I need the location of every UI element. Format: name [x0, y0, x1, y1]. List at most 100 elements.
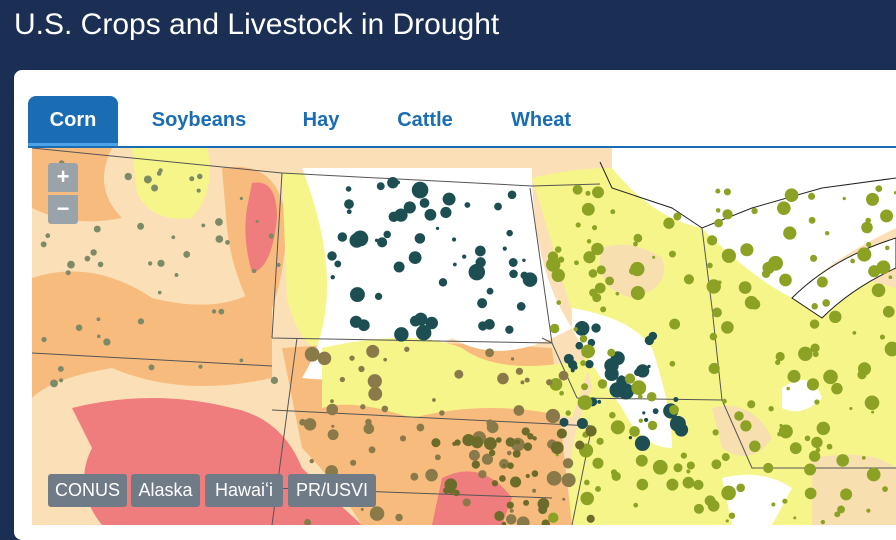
map-dot: [712, 429, 719, 436]
map-dot: [864, 395, 880, 411]
map-dot: [337, 232, 348, 242]
map-dot: [524, 377, 530, 383]
map-dot: [596, 437, 604, 445]
map-dot: [157, 259, 165, 267]
map-dot: [736, 483, 745, 493]
map-dot: [669, 415, 686, 432]
map-dot: [505, 437, 516, 447]
map-dot: [749, 440, 761, 453]
map-dot: [588, 269, 598, 278]
map-dot: [680, 452, 688, 459]
tab[interactable]: Corn: [28, 96, 118, 146]
map-dot: [502, 246, 507, 251]
map-dot: [349, 287, 365, 303]
map-dot: [575, 222, 581, 228]
zoom-out[interactable]: −: [48, 195, 78, 224]
map-dot: [559, 390, 564, 396]
map-dot: [611, 471, 621, 482]
map-dot: [630, 285, 645, 301]
zoom-in[interactable]: +: [48, 163, 78, 192]
map-dot: [633, 241, 638, 247]
map-dot: [591, 225, 598, 231]
map-dot: [585, 425, 597, 437]
map-dot: [96, 317, 101, 322]
map-dot: [327, 429, 339, 441]
map-dot: [879, 334, 885, 340]
map-dot: [711, 307, 722, 318]
region-button[interactable]: Alaska: [131, 474, 200, 507]
map-dot: [424, 208, 437, 221]
map-dot: [339, 376, 345, 383]
map-dot: [562, 497, 566, 501]
map-dot: [551, 268, 565, 283]
map-dot: [40, 241, 47, 248]
map-dot: [331, 424, 335, 428]
tab-rule: [28, 146, 896, 148]
map-dot: [561, 473, 576, 488]
map-dot: [358, 319, 370, 332]
map-dot: [751, 207, 758, 215]
map-dot: [360, 404, 366, 410]
map-dot: [747, 400, 756, 409]
map-dot: [842, 196, 846, 201]
map-dot: [218, 308, 225, 315]
region-button[interactable]: PR/USVI: [288, 474, 376, 507]
map-dot: [363, 423, 375, 435]
map-dot: [576, 418, 588, 430]
map-dot: [137, 222, 145, 230]
map-dot: [478, 470, 487, 479]
map-dot: [374, 292, 383, 301]
tab[interactable]: Cattle: [397, 109, 453, 131]
map-dot: [723, 188, 731, 196]
map-dot: [880, 209, 893, 223]
region-button[interactable]: Hawaiʻi: [205, 474, 283, 507]
map-dot: [836, 454, 850, 467]
map-dot: [483, 437, 497, 451]
map-dot: [462, 498, 471, 507]
map-dot: [494, 202, 502, 211]
map-dot: [728, 512, 736, 519]
map-dot: [628, 267, 637, 275]
map-dot: [211, 309, 217, 314]
map-dot: [722, 209, 733, 220]
map-dot: [93, 225, 101, 233]
tab[interactable]: Hay: [302, 109, 340, 131]
map-dot: [532, 488, 537, 493]
map-dot: [565, 410, 571, 416]
map-dot: [628, 436, 633, 440]
map-dot: [41, 336, 47, 343]
map-dot: [506, 501, 514, 509]
tab[interactable]: Wheat: [511, 109, 571, 131]
map-dot: [201, 223, 206, 228]
map-dot: [90, 249, 97, 256]
map-dot: [527, 280, 533, 286]
drought-map: [32, 148, 896, 525]
map-dot: [811, 436, 823, 449]
map-dot: [629, 426, 640, 437]
map-dot: [215, 218, 223, 226]
map-dot: [831, 382, 843, 395]
map-dot: [575, 440, 585, 450]
map-dot: [580, 491, 594, 506]
map-dot: [768, 255, 783, 271]
map-dot: [786, 386, 790, 391]
map-dot: [594, 282, 606, 294]
map-dot: [157, 290, 162, 295]
map-dot: [303, 418, 317, 431]
tab[interactable]: Soybeans: [151, 109, 247, 131]
region-button[interactable]: CONUS: [48, 474, 127, 507]
map-dot: [488, 449, 496, 457]
map-dot: [510, 476, 522, 488]
map-dot: [330, 274, 335, 280]
map-dot: [686, 469, 691, 474]
map-dot: [577, 395, 593, 410]
map-dot: [439, 410, 445, 416]
map-dot: [816, 276, 828, 288]
map-dot: [798, 346, 813, 362]
map-dot: [866, 508, 871, 513]
map-dot: [609, 411, 616, 419]
map-dot: [486, 287, 494, 295]
map-dot: [550, 441, 564, 455]
map-dot: [410, 472, 419, 481]
map-dot: [669, 360, 676, 367]
